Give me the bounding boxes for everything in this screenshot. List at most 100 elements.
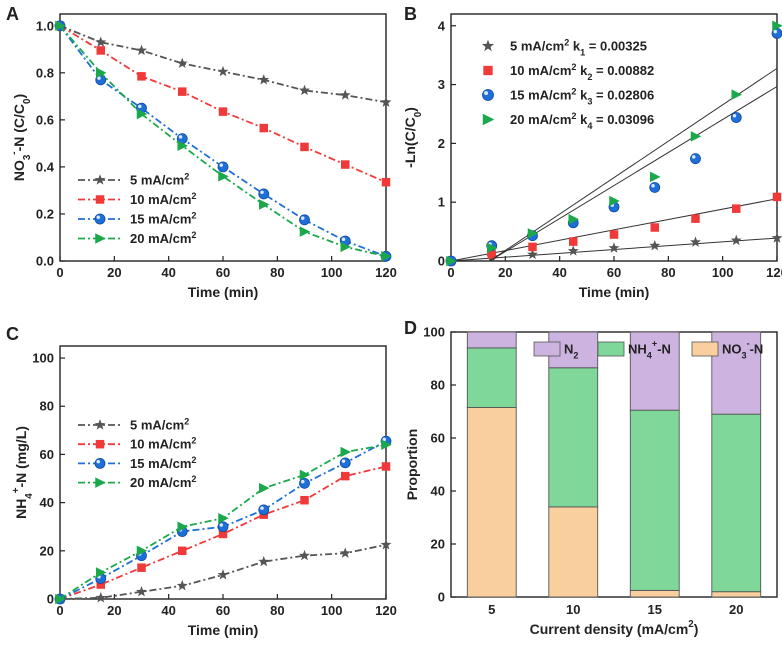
legend-text: 10 mA/cm [130, 192, 191, 207]
legend-label: 10 mA/cm2 [130, 191, 196, 207]
data-point-highlight [219, 523, 223, 527]
data-point [136, 545, 148, 557]
y-tick-label: 40 [40, 495, 54, 510]
legend-marker [95, 439, 105, 449]
y-tick-label: 100 [423, 325, 445, 340]
legend-sup: 2 [191, 211, 196, 221]
series-line [59, 25, 387, 258]
legend: N2 NH4+-N NO3--N [533, 339, 763, 361]
y-tick-label: 60 [431, 431, 445, 446]
data-point [691, 214, 700, 223]
xlabel-a: Current density (mA/cm [530, 621, 689, 637]
x-axis-label: Time (min) [188, 284, 259, 300]
data-point [381, 462, 391, 471]
series-line [59, 24, 387, 104]
data-point [300, 142, 309, 152]
data-point [96, 580, 105, 589]
x-tick-label: 80 [270, 265, 284, 280]
legend-marker-highlight [484, 91, 489, 95]
data-point [136, 44, 147, 56]
panel-letter: B [404, 4, 417, 24]
data-point [136, 586, 147, 597]
panel-letter: D [404, 318, 417, 338]
legend-label: 15 mA/cm2 k3 = 0.02806 [510, 87, 654, 107]
plot-frame [59, 13, 387, 262]
data-point [217, 65, 229, 77]
ylabel-a: -Ln(C/C [402, 117, 418, 168]
data-point-highlight [260, 190, 264, 194]
y-tick-label: 0.0 [36, 254, 54, 269]
data-point [341, 471, 350, 481]
legend-label: 20 mA/cm2 [130, 230, 196, 246]
data-point [178, 546, 187, 556]
legend-sup: + [652, 339, 657, 349]
data-point [299, 477, 310, 489]
ylabel-sub: 0 [413, 111, 424, 117]
data-point [340, 446, 351, 458]
y-tick-label: 2 [438, 136, 445, 151]
legend-k: k [576, 112, 588, 127]
x-tick-label: 0 [56, 265, 63, 280]
series-line [59, 25, 387, 258]
legend-suffix: -N [657, 342, 671, 357]
legend-sub: 4 [587, 121, 593, 131]
x-tick-label: 100 [712, 265, 734, 280]
x-tick-label: 40 [161, 265, 175, 280]
legend-sup: 2 [191, 230, 196, 240]
data-point [259, 123, 268, 133]
data-point [690, 236, 701, 247]
fit-line [489, 67, 778, 262]
legend-label: 20 mA/cm2 [130, 474, 196, 490]
data-point [178, 87, 187, 96]
ylabel-b: -N (mg/L) [13, 426, 29, 487]
x-tick-label: 5 [488, 602, 495, 617]
data-point [608, 242, 620, 253]
x-tick-label: 20 [729, 602, 743, 617]
legend-sub: 1 [580, 48, 585, 58]
data-point [258, 555, 270, 567]
legend-text: 10 mA/cm [510, 63, 571, 78]
data-point [96, 67, 107, 79]
data-point [136, 108, 148, 120]
panel-B: 020406080100120012345 mA/cm2 k1 = 0.0032… [402, 4, 782, 300]
bar-segment [711, 413, 762, 593]
data-point [732, 204, 741, 213]
bar-segment [466, 331, 517, 349]
ylabel-b: -N (C/C [11, 104, 27, 151]
data-point [55, 20, 66, 32]
data-point [341, 160, 350, 169]
data-point [772, 192, 782, 202]
legend-marker [94, 213, 106, 225]
data-point [258, 188, 270, 200]
data-point [772, 20, 782, 32]
data-point [649, 239, 661, 251]
data-point [568, 213, 579, 225]
data-point [176, 57, 188, 69]
legend-text: N [564, 342, 573, 357]
x-tick-label: 20 [498, 265, 512, 280]
data-point [731, 89, 742, 100]
y-tick-label: 0.8 [36, 65, 54, 80]
legend-label: NH4 +-N [628, 339, 671, 361]
legend-swatch [597, 341, 625, 357]
series-line [59, 24, 387, 184]
data-point [527, 248, 538, 260]
legend-label: 5 mA/cm2 [130, 172, 189, 188]
data-point [177, 140, 188, 151]
data-point [217, 569, 229, 580]
y-tick-label: 1 [438, 195, 445, 210]
xlabel-b: ) [694, 621, 699, 637]
legend-sup: 2 [571, 62, 576, 72]
legend-k: k [576, 88, 588, 103]
series-B-3 [446, 20, 782, 267]
ylabel-b: ) [402, 107, 418, 112]
legend-marker-highlight [96, 215, 100, 219]
data-point-highlight [301, 479, 305, 484]
data-point [730, 234, 742, 246]
data-point [609, 195, 620, 207]
legend-text: 20 mA/cm [130, 231, 191, 246]
ylabel-sub: 3 [22, 154, 33, 160]
ylabel-a: NO [11, 160, 27, 181]
y-axis-label: -Ln(C/C0) [402, 107, 424, 168]
